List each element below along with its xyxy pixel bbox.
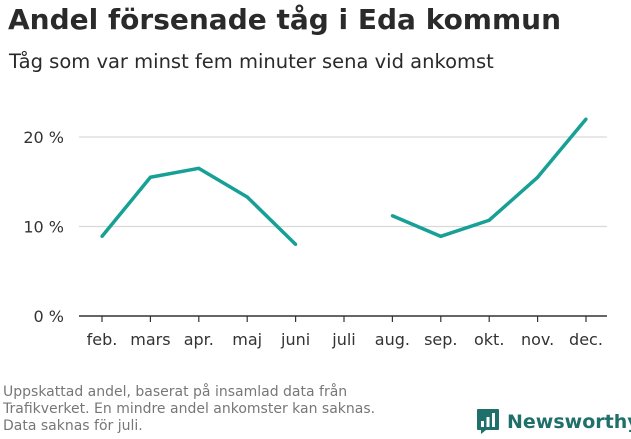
data-point — [536, 175, 540, 179]
x-tick-label: okt. — [474, 330, 504, 349]
data-point — [245, 195, 249, 199]
x-tick-label: sep. — [424, 330, 457, 349]
chart-bubble-icon — [477, 409, 499, 434]
brand-name: Newsworthy — [507, 410, 631, 433]
y-tick-label: 0 % — [34, 307, 64, 326]
x-tick-label: nov. — [521, 330, 554, 349]
line-chart: 0 % 10 % 20 % feb. mars apr. maj juni juli aug. s… — [23, 117, 607, 349]
chart-title: Andel försenade tåg i Eda kommun — [8, 3, 562, 36]
series-line-segment — [100, 166, 297, 246]
data-point — [390, 214, 394, 218]
data-point — [487, 218, 491, 222]
data-point — [197, 166, 201, 170]
data-point — [148, 175, 152, 179]
chart-subtitle: Tåg som var minst fem minuter sena vid a… — [9, 50, 494, 73]
x-tick-label: apr. — [184, 330, 214, 349]
x-tick-label: juni — [280, 330, 310, 349]
data-point — [100, 234, 104, 238]
footnote-line: Uppskattad andel, baserat på insamlad da… — [3, 384, 348, 400]
x-tick-label: juli — [331, 330, 355, 349]
data-point — [439, 234, 443, 238]
footnote-line: Trafikverket. En mindre andel ankomster … — [3, 401, 376, 417]
x-tick-label: aug. — [375, 330, 410, 349]
x-tick-label: feb. — [87, 330, 118, 349]
newsworthy-logo: Newsworthy — [476, 408, 631, 435]
footnote-line: Data saknas för juli. — [3, 418, 143, 434]
y-tick-label: 20 % — [23, 128, 64, 147]
data-point — [584, 117, 588, 121]
x-tick-label: mars — [130, 330, 170, 349]
y-tick-label: 10 % — [23, 218, 64, 237]
x-tick-label: dec. — [569, 330, 603, 349]
footnote: Uppskattad andel, baserat på insamlad da… — [3, 384, 433, 435]
x-tick-label: maj — [232, 330, 262, 349]
data-point — [294, 242, 298, 246]
